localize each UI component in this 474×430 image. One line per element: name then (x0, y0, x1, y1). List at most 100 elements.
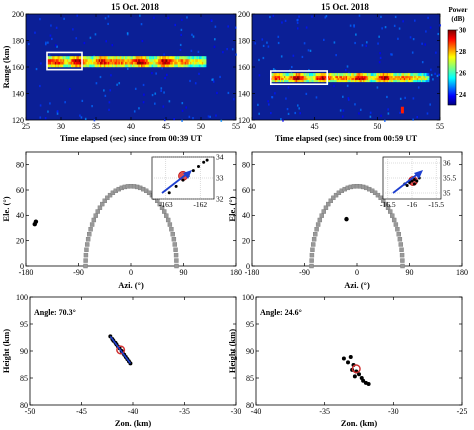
trail-cell (273, 75, 276, 79)
trail-cell (295, 79, 298, 83)
noise-cell (347, 98, 350, 101)
trail-cell (364, 75, 367, 79)
trail-cell (320, 73, 323, 77)
trail-cell (398, 79, 401, 83)
trail-cell (403, 79, 406, 83)
trail-cell (97, 58, 100, 62)
beam-arc-marker (172, 242, 178, 247)
trail-cell (395, 79, 398, 83)
trail-cell (171, 56, 174, 60)
trail-cell (333, 77, 336, 81)
noise-cell (354, 41, 356, 45)
trail-cell (170, 64, 172, 68)
trail-cell (105, 58, 108, 62)
trail-cell (328, 79, 331, 83)
trail-cell (307, 77, 310, 81)
noise-cell (257, 103, 259, 106)
panel-e-angle-annotation: Angle: 70.3° (34, 308, 76, 317)
trail-cell (290, 77, 293, 81)
trail-cell (373, 75, 376, 79)
trail-cell (84, 64, 86, 68)
trail-cell (97, 61, 100, 65)
trail-cell (138, 61, 141, 65)
trail-cell (144, 56, 147, 60)
trail-cell (137, 64, 139, 68)
trail-cell (138, 56, 141, 60)
panel-b-plot-area (251, 13, 441, 121)
trail-cell (168, 61, 171, 65)
noise-cell (151, 93, 154, 97)
trail-cell (178, 58, 180, 62)
trail-cell (285, 79, 288, 83)
noise-cell (76, 14, 79, 17)
trail-cell (192, 56, 195, 60)
trail-cell (380, 73, 382, 77)
trail-cell (357, 75, 360, 79)
trail-cell (191, 64, 194, 68)
x-tick-label: -30 (388, 407, 399, 416)
trail-cell (320, 79, 323, 83)
trail-cell (332, 79, 335, 83)
trail-cell (394, 73, 397, 77)
trail-cell (135, 58, 138, 62)
trail-cell (118, 56, 121, 60)
trail-cell (101, 58, 104, 62)
trail-cell (92, 56, 94, 60)
panel-f-angle-annotation: Angle: 24.6° (260, 308, 302, 317)
trail-cell (200, 64, 203, 68)
trail-cell (382, 75, 385, 79)
trail-cell (283, 79, 286, 83)
noise-cell (197, 50, 200, 53)
trail-cell (312, 75, 315, 79)
noise-cell (111, 44, 114, 47)
trail-cell (99, 64, 102, 68)
trail-cell (387, 73, 390, 77)
noise-cell (162, 105, 165, 108)
noise-cell (417, 86, 420, 89)
inset-point (412, 182, 416, 186)
trail-cell (114, 64, 117, 68)
trail-cell (324, 79, 327, 83)
trail-cell (171, 58, 174, 62)
trail-cell (426, 75, 429, 79)
trail-cell (327, 77, 330, 81)
colorbar-tick-label: 26 (459, 69, 467, 77)
colorbar-tick-label: 28 (459, 48, 467, 56)
trail-cell (301, 77, 303, 81)
y-tick-label: 80 (242, 160, 250, 169)
trail-cell (88, 56, 90, 60)
panel-f-marks (341, 354, 371, 386)
trail-cell (401, 79, 404, 83)
trail-cell (373, 79, 376, 83)
meteor-point (348, 354, 353, 359)
trail-cell (412, 73, 415, 77)
panel-e-y-label: Height (km) (1, 329, 11, 373)
trail-cell (61, 56, 64, 60)
noise-cell (180, 33, 182, 37)
trail-cell (330, 79, 332, 83)
trail-cell (182, 61, 184, 65)
trail-cell (49, 58, 52, 62)
trail-cell (280, 79, 282, 83)
trail-cell (99, 61, 102, 65)
meteor-point (352, 374, 357, 379)
noise-cell (358, 14, 361, 17)
trail-cell (283, 75, 286, 79)
y-tick-label: 140 (238, 89, 250, 98)
inset-point (405, 184, 409, 187)
trail-cell (423, 77, 426, 81)
trail-cell (113, 61, 116, 65)
trail-cell (426, 79, 429, 83)
trail-cell (378, 79, 381, 83)
trail-cell (273, 77, 276, 81)
trail-cell (314, 73, 317, 77)
noise-cell (45, 41, 47, 44)
trail-cell (133, 56, 135, 60)
beam-arc-marker (100, 201, 105, 207)
trail-cell (293, 75, 296, 79)
trail-cell (195, 64, 198, 68)
trail-cell (195, 56, 198, 60)
noise-cell (369, 115, 372, 118)
trail-cell (113, 64, 116, 68)
trail-cell (410, 73, 413, 77)
